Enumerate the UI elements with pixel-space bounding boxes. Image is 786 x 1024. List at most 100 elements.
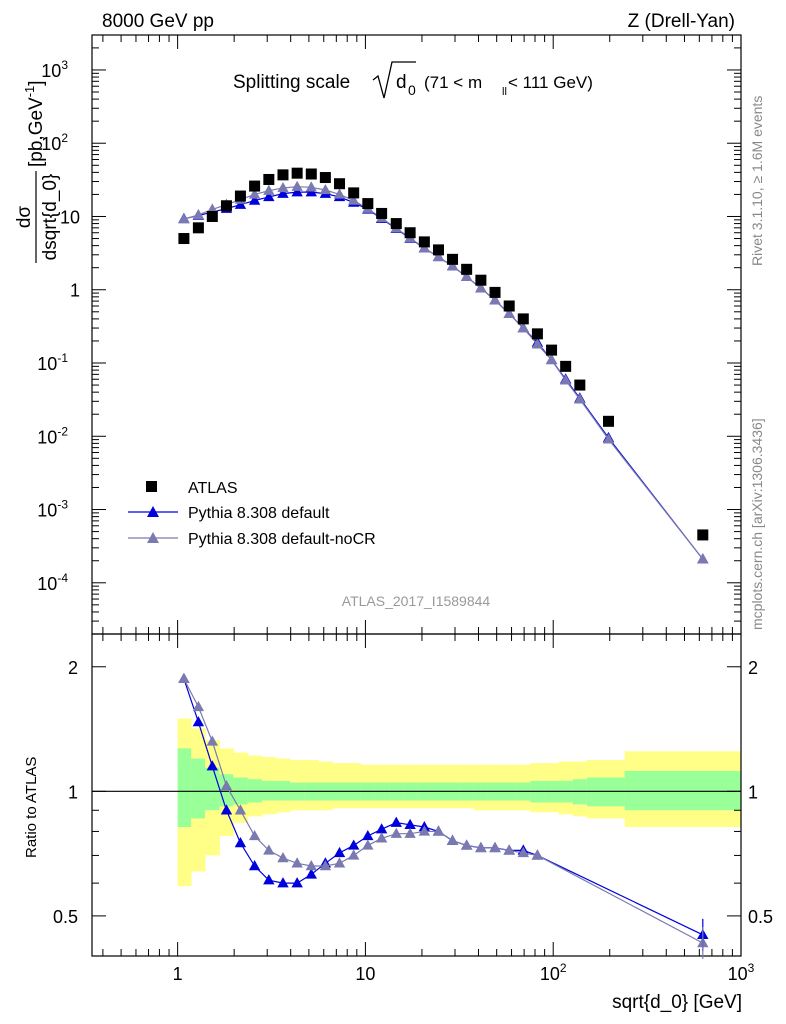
band-inner-bin (275, 780, 291, 801)
atlas-point (305, 168, 317, 180)
title-d: d (396, 72, 407, 93)
nocr-point (432, 250, 445, 262)
ratio-default-point (234, 837, 247, 848)
ratio-nocr-point (517, 846, 529, 858)
ratio-nocr-point (178, 672, 190, 684)
analysis-watermark: ATLAS_2017_I1589844 (342, 593, 491, 609)
nocr-point (319, 183, 332, 195)
atlas-point (234, 190, 246, 202)
x-tick-label-exp: 2 (560, 961, 567, 975)
title-ll-sub: ll (502, 86, 507, 98)
nocr-point (602, 433, 615, 444)
x-tick-label: 102 (540, 961, 567, 984)
band-inner-bin (624, 770, 742, 811)
nocr-point (531, 338, 544, 349)
y-tick-label-exp: 2 (61, 131, 68, 145)
uncertainty-bands (177, 718, 742, 887)
y-tick-label-base: 10 (60, 207, 80, 227)
atlas-point (334, 178, 346, 190)
x-tick-label-base: 10 (355, 964, 375, 984)
y-axis-label-ratio: Ratio to ATLAS (23, 757, 40, 858)
y-tick-label: 10 (60, 207, 80, 227)
nocr-point (263, 184, 275, 195)
x-tick-label: 10 (355, 964, 375, 984)
ratio-default-point (362, 829, 374, 841)
ratio-nocr-point (362, 839, 374, 850)
default-point (291, 186, 303, 197)
atlas-point (461, 263, 473, 275)
y-tick-label: 10-1 (37, 351, 68, 374)
ratio-nocr-point (291, 857, 303, 868)
ratio-nocr-point (234, 804, 247, 815)
x-tick-label-base: 1 (173, 964, 183, 984)
ratio-nocr-point (248, 829, 261, 841)
legend-label-default: Pythia 8.308 default (188, 505, 330, 522)
ratio-nocr-point (446, 834, 459, 845)
legend-marker-atlas (146, 481, 157, 492)
ratio-default-point (404, 818, 416, 830)
data-marks (178, 167, 709, 960)
y-tick-label-base: 10 (37, 574, 57, 594)
y-tick-label-exp: -3 (57, 498, 68, 512)
nocr-point (446, 260, 459, 271)
ratio-y-tick-label-right: 2 (748, 658, 758, 678)
atlas-point (574, 379, 586, 391)
atlas-point (475, 274, 487, 286)
band-inner-bin (191, 758, 206, 819)
ratio-y-tick-label-left: 1 (68, 782, 78, 802)
legend-label-nocr: Pythia 8.308 default-noCR (188, 531, 376, 548)
ratio-nocr-point (432, 825, 445, 836)
nocr-point (545, 353, 558, 365)
title-main: Splitting scale (233, 72, 350, 93)
sqrt-sign-symbol (372, 61, 416, 99)
header-left: 8000 GeV pp (102, 11, 214, 32)
y-tick-label: 102 (41, 131, 68, 154)
ratio-default-point (305, 868, 317, 879)
ratio-nocr-point (503, 844, 515, 855)
ratio-nocr-point (404, 827, 416, 838)
ylabel-unit-text: [pb,GeV (26, 97, 47, 167)
y-tick-label-exp: 3 (61, 58, 68, 72)
ratio-nocr-point (418, 825, 431, 836)
ratio-y-tick-label-right: 1 (748, 782, 758, 802)
ratio-default-point (347, 839, 360, 850)
y-tick-label: 10-3 (37, 498, 68, 521)
nocr-point (192, 208, 205, 220)
band-inner-bin (219, 774, 234, 807)
nocr-point (248, 188, 261, 199)
y-tick-label-base: 1 (70, 281, 80, 301)
ratio-nocr-point (333, 857, 346, 868)
ylabel-unit-close: ] (26, 80, 47, 85)
ratio-y-tick-label-left: 0.5 (53, 907, 78, 927)
nocr-point (460, 270, 473, 282)
ylabel-unit-exp: -1 (22, 86, 37, 98)
atlas-point (560, 360, 572, 372)
ratio-default-point (277, 877, 289, 888)
rivet-label: Rivet 3.1.10, ≥ 1.6M events (749, 96, 765, 266)
atlas-point (697, 529, 709, 541)
nocr-point (574, 393, 586, 404)
legend-marker-nocr (147, 532, 159, 543)
legend-label-atlas: ATLAS (188, 480, 238, 497)
x-tick-label-base: 10 (728, 964, 748, 984)
default-point (263, 190, 275, 202)
ratio-nocr-point (263, 844, 275, 855)
nocr-point (559, 374, 572, 385)
ratio-default-point (248, 860, 261, 871)
atlas-point (263, 173, 275, 185)
mcplots-label: mcplots.cern.ch [arXiv:1306.3436] (749, 418, 765, 630)
atlas-point (249, 180, 261, 192)
y-tick-label-base: 10 (41, 134, 61, 154)
atlas-point (489, 286, 501, 298)
ratio-nocr-point (347, 849, 360, 860)
atlas-point (192, 222, 204, 234)
y-tick-label-base: 10 (41, 61, 61, 81)
legend-marker-default (147, 506, 159, 517)
nocr-point (305, 181, 317, 192)
plot-frames (91, 34, 742, 957)
band-inner-bin (177, 748, 192, 827)
ratio-nocr-point (277, 852, 289, 863)
ratio-default-point (375, 823, 388, 834)
